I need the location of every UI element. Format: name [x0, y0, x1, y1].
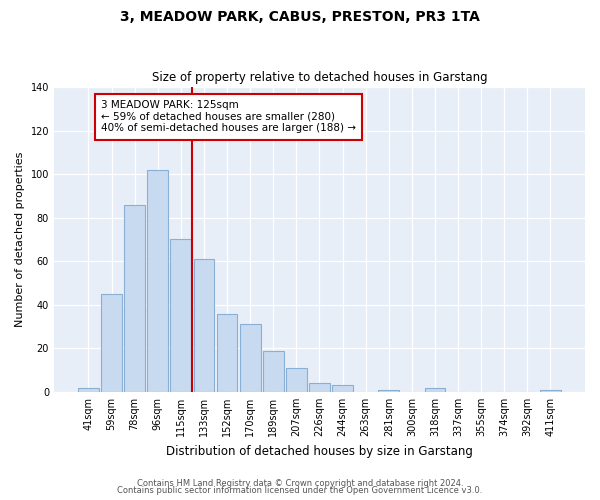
- Bar: [263, 350, 284, 392]
- Bar: [217, 314, 238, 392]
- Bar: [540, 390, 561, 392]
- X-axis label: Distribution of detached houses by size in Garstang: Distribution of detached houses by size …: [166, 444, 473, 458]
- Text: 3 MEADOW PARK: 125sqm
← 59% of detached houses are smaller (280)
40% of semi-det: 3 MEADOW PARK: 125sqm ← 59% of detached …: [101, 100, 356, 134]
- Bar: [148, 170, 168, 392]
- Text: 3, MEADOW PARK, CABUS, PRESTON, PR3 1TA: 3, MEADOW PARK, CABUS, PRESTON, PR3 1TA: [120, 10, 480, 24]
- Text: Contains public sector information licensed under the Open Government Licence v3: Contains public sector information licen…: [118, 486, 482, 495]
- Bar: [332, 386, 353, 392]
- Bar: [101, 294, 122, 392]
- Bar: [425, 388, 445, 392]
- Title: Size of property relative to detached houses in Garstang: Size of property relative to detached ho…: [152, 72, 487, 85]
- Bar: [286, 368, 307, 392]
- Bar: [170, 240, 191, 392]
- Bar: [78, 388, 99, 392]
- Bar: [124, 204, 145, 392]
- Text: Contains HM Land Registry data © Crown copyright and database right 2024.: Contains HM Land Registry data © Crown c…: [137, 478, 463, 488]
- Y-axis label: Number of detached properties: Number of detached properties: [15, 152, 25, 327]
- Bar: [194, 259, 214, 392]
- Bar: [379, 390, 399, 392]
- Bar: [240, 324, 260, 392]
- Bar: [309, 383, 330, 392]
